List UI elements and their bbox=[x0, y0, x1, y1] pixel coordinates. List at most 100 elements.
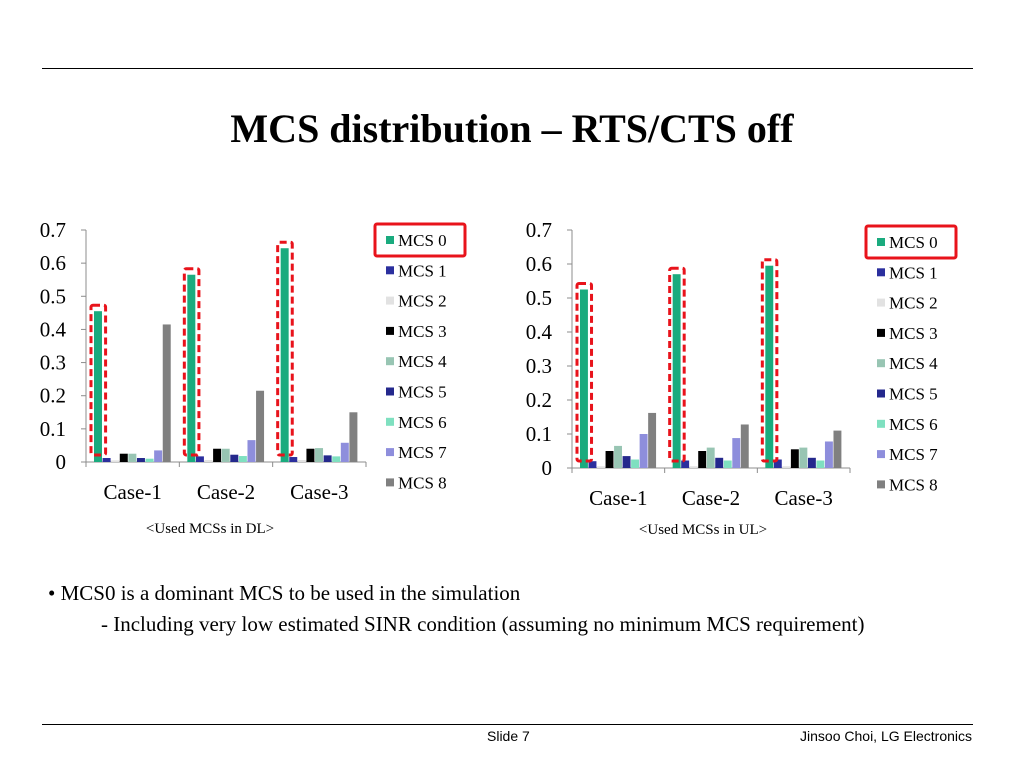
ul-category-label: Case-1 bbox=[589, 486, 647, 510]
ul-legend-swatch bbox=[877, 389, 885, 398]
ul-legend-swatch bbox=[877, 328, 885, 337]
dl-bar-mcs8-2 bbox=[256, 390, 265, 462]
dl-bar-mcs0-2 bbox=[187, 274, 196, 462]
dl-legend-label: MCS 8 bbox=[398, 473, 447, 492]
ul-category-label: Case-3 bbox=[775, 486, 833, 510]
dl-legend-swatch bbox=[386, 478, 394, 487]
dl-bar-mcs5-1 bbox=[136, 458, 145, 462]
dl-bar-mcs1-2 bbox=[195, 456, 204, 462]
dl-y-tick-label: 0.2 bbox=[40, 384, 66, 408]
dl-bar-mcs4-2 bbox=[221, 448, 230, 462]
slide-number: Slide 7 bbox=[487, 728, 530, 744]
ul-legend-swatch bbox=[877, 268, 885, 277]
chart-ul: 0 0.1 0.2 0.3 0.4 0.5 0.6 0.7 Case-1 Case-2 Case-3… bbox=[505, 200, 985, 550]
ul-bar-mcs4-1 bbox=[614, 445, 622, 468]
dl-bar-mcs8-1 bbox=[162, 324, 171, 462]
ul-caption: <Used MCSs in UL> bbox=[639, 522, 767, 538]
ul-bar-mcs5-3 bbox=[807, 457, 816, 468]
dl-legend-swatch bbox=[386, 296, 394, 305]
dl-bar-mcs3-2 bbox=[213, 448, 222, 462]
dl-legend-label: MCS 6 bbox=[398, 413, 447, 432]
dl-legend-swatch bbox=[386, 326, 394, 335]
ul-bar-mcs0-3 bbox=[765, 265, 774, 468]
ul-y-tick-label: 0.5 bbox=[526, 286, 552, 310]
ul-bar-mcs7-1 bbox=[639, 434, 648, 468]
dl-bar-mcs7-2 bbox=[247, 440, 256, 462]
dl-bar-mcs2-2 bbox=[204, 460, 213, 462]
dl-y-tick-label: 0 bbox=[56, 450, 67, 474]
ul-y-tick-label: 0.6 bbox=[526, 252, 552, 276]
ul-legend-label: MCS 0 bbox=[889, 233, 938, 252]
dl-bar-mcs7-1 bbox=[154, 450, 163, 462]
ul-legend-label: MCS 3 bbox=[889, 324, 938, 343]
dl-bar-mcs5-2 bbox=[230, 454, 239, 462]
bottom-rule bbox=[42, 724, 973, 725]
chart-dl: 0 0.1 0.2 0.3 0.4 0.5 0.6 0.7 Case-1 Case-2 Case-3… bbox=[20, 200, 500, 550]
ul-bar-mcs5-2 bbox=[715, 457, 724, 468]
dl-category-label: Case-3 bbox=[290, 480, 348, 504]
ul-bar-mcs2-1 bbox=[597, 466, 605, 468]
ul-mcs0-highlight-1 bbox=[575, 282, 594, 463]
dl-y-tick-label: 0.7 bbox=[40, 218, 66, 242]
dl-mcs0-highlight-3 bbox=[276, 240, 294, 457]
dl-legend-highlight bbox=[373, 222, 467, 258]
ul-bar-mcs6-3 bbox=[816, 460, 825, 468]
dl-bar-mcs0-3 bbox=[280, 248, 289, 462]
ul-bar-mcs4-3 bbox=[799, 447, 808, 468]
dl-bar-mcs5-3 bbox=[323, 455, 332, 462]
dl-bar-mcs6-1 bbox=[145, 458, 154, 462]
dl-bar-mcs3-1 bbox=[119, 453, 128, 462]
bullet-sub: - Including very low estimated SINR cond… bbox=[101, 612, 865, 636]
ul-bar-mcs6-1 bbox=[631, 459, 640, 468]
ul-bar-mcs1-2 bbox=[681, 460, 690, 468]
dl-bar-mcs6-3 bbox=[332, 456, 341, 462]
ul-legend-swatch bbox=[877, 359, 885, 368]
ul-legend-label: MCS 6 bbox=[889, 415, 938, 434]
ul-bar-mcs2-3 bbox=[782, 466, 791, 468]
ul-bar-mcs4-2 bbox=[706, 447, 715, 468]
dl-y-tick-label: 0.5 bbox=[40, 284, 66, 308]
ul-bar-mcs0-2 bbox=[672, 274, 681, 468]
ul-y-tick-label: 0.7 bbox=[526, 218, 552, 242]
ul-bar-mcs3-2 bbox=[698, 451, 707, 468]
top-rule bbox=[42, 68, 973, 69]
dl-legend-label: MCS 4 bbox=[398, 352, 447, 371]
ul-y-tick-label: 0.2 bbox=[526, 388, 552, 412]
dl-legend-swatch bbox=[386, 417, 394, 426]
dl-caption: <Used MCSs in DL> bbox=[146, 521, 274, 537]
ul-legend-highlight bbox=[864, 224, 958, 260]
ul-y-tick-label: 0.1 bbox=[526, 422, 552, 446]
dl-bar-mcs1-1 bbox=[102, 458, 111, 462]
dl-bar-mcs4-3 bbox=[315, 448, 324, 462]
ul-legend-label: MCS 8 bbox=[889, 475, 938, 494]
ul-legend-label: MCS 5 bbox=[889, 385, 938, 404]
ul-legend-swatch bbox=[877, 419, 885, 428]
dl-mcs0-highlight-2 bbox=[182, 267, 201, 457]
ul-legend-swatch bbox=[877, 238, 885, 246]
dl-legend-swatch bbox=[386, 236, 394, 244]
ul-legend-label: MCS 1 bbox=[889, 263, 938, 282]
ul-bar-mcs8-1 bbox=[648, 412, 657, 468]
ul-y-tick-label: 0 bbox=[542, 456, 553, 480]
ul-legend-swatch bbox=[877, 480, 885, 489]
dl-legend-label: MCS 0 bbox=[398, 231, 447, 250]
ul-legend-swatch bbox=[877, 450, 885, 459]
dl-category-label: Case-2 bbox=[197, 480, 255, 504]
ul-legend-label: MCS 2 bbox=[889, 294, 938, 313]
ul-y-tick-label: 0.3 bbox=[526, 354, 552, 378]
dl-legend-swatch bbox=[386, 448, 394, 457]
bullet-list: • MCS0 is a dominant MCS to be used in t… bbox=[48, 578, 901, 640]
dl-legend-label: MCS 2 bbox=[398, 292, 447, 311]
ul-bar-mcs0-1 bbox=[580, 289, 588, 468]
ul-bar-mcs1-3 bbox=[773, 459, 782, 468]
ul-bar-mcs8-3 bbox=[833, 430, 842, 468]
dl-mcs0-highlight-1 bbox=[89, 303, 108, 457]
dl-bar-mcs6-2 bbox=[238, 456, 247, 462]
dl-bar-mcs2-3 bbox=[297, 460, 306, 462]
dl-legend-label: MCS 3 bbox=[398, 322, 447, 341]
dl-bar-mcs1-3 bbox=[289, 457, 298, 462]
ul-category-label: Case-2 bbox=[682, 486, 740, 510]
dl-bar-mcs7-3 bbox=[340, 442, 349, 462]
ul-bar-mcs7-3 bbox=[824, 441, 833, 468]
ul-mcs0-highlight-2 bbox=[668, 266, 686, 463]
